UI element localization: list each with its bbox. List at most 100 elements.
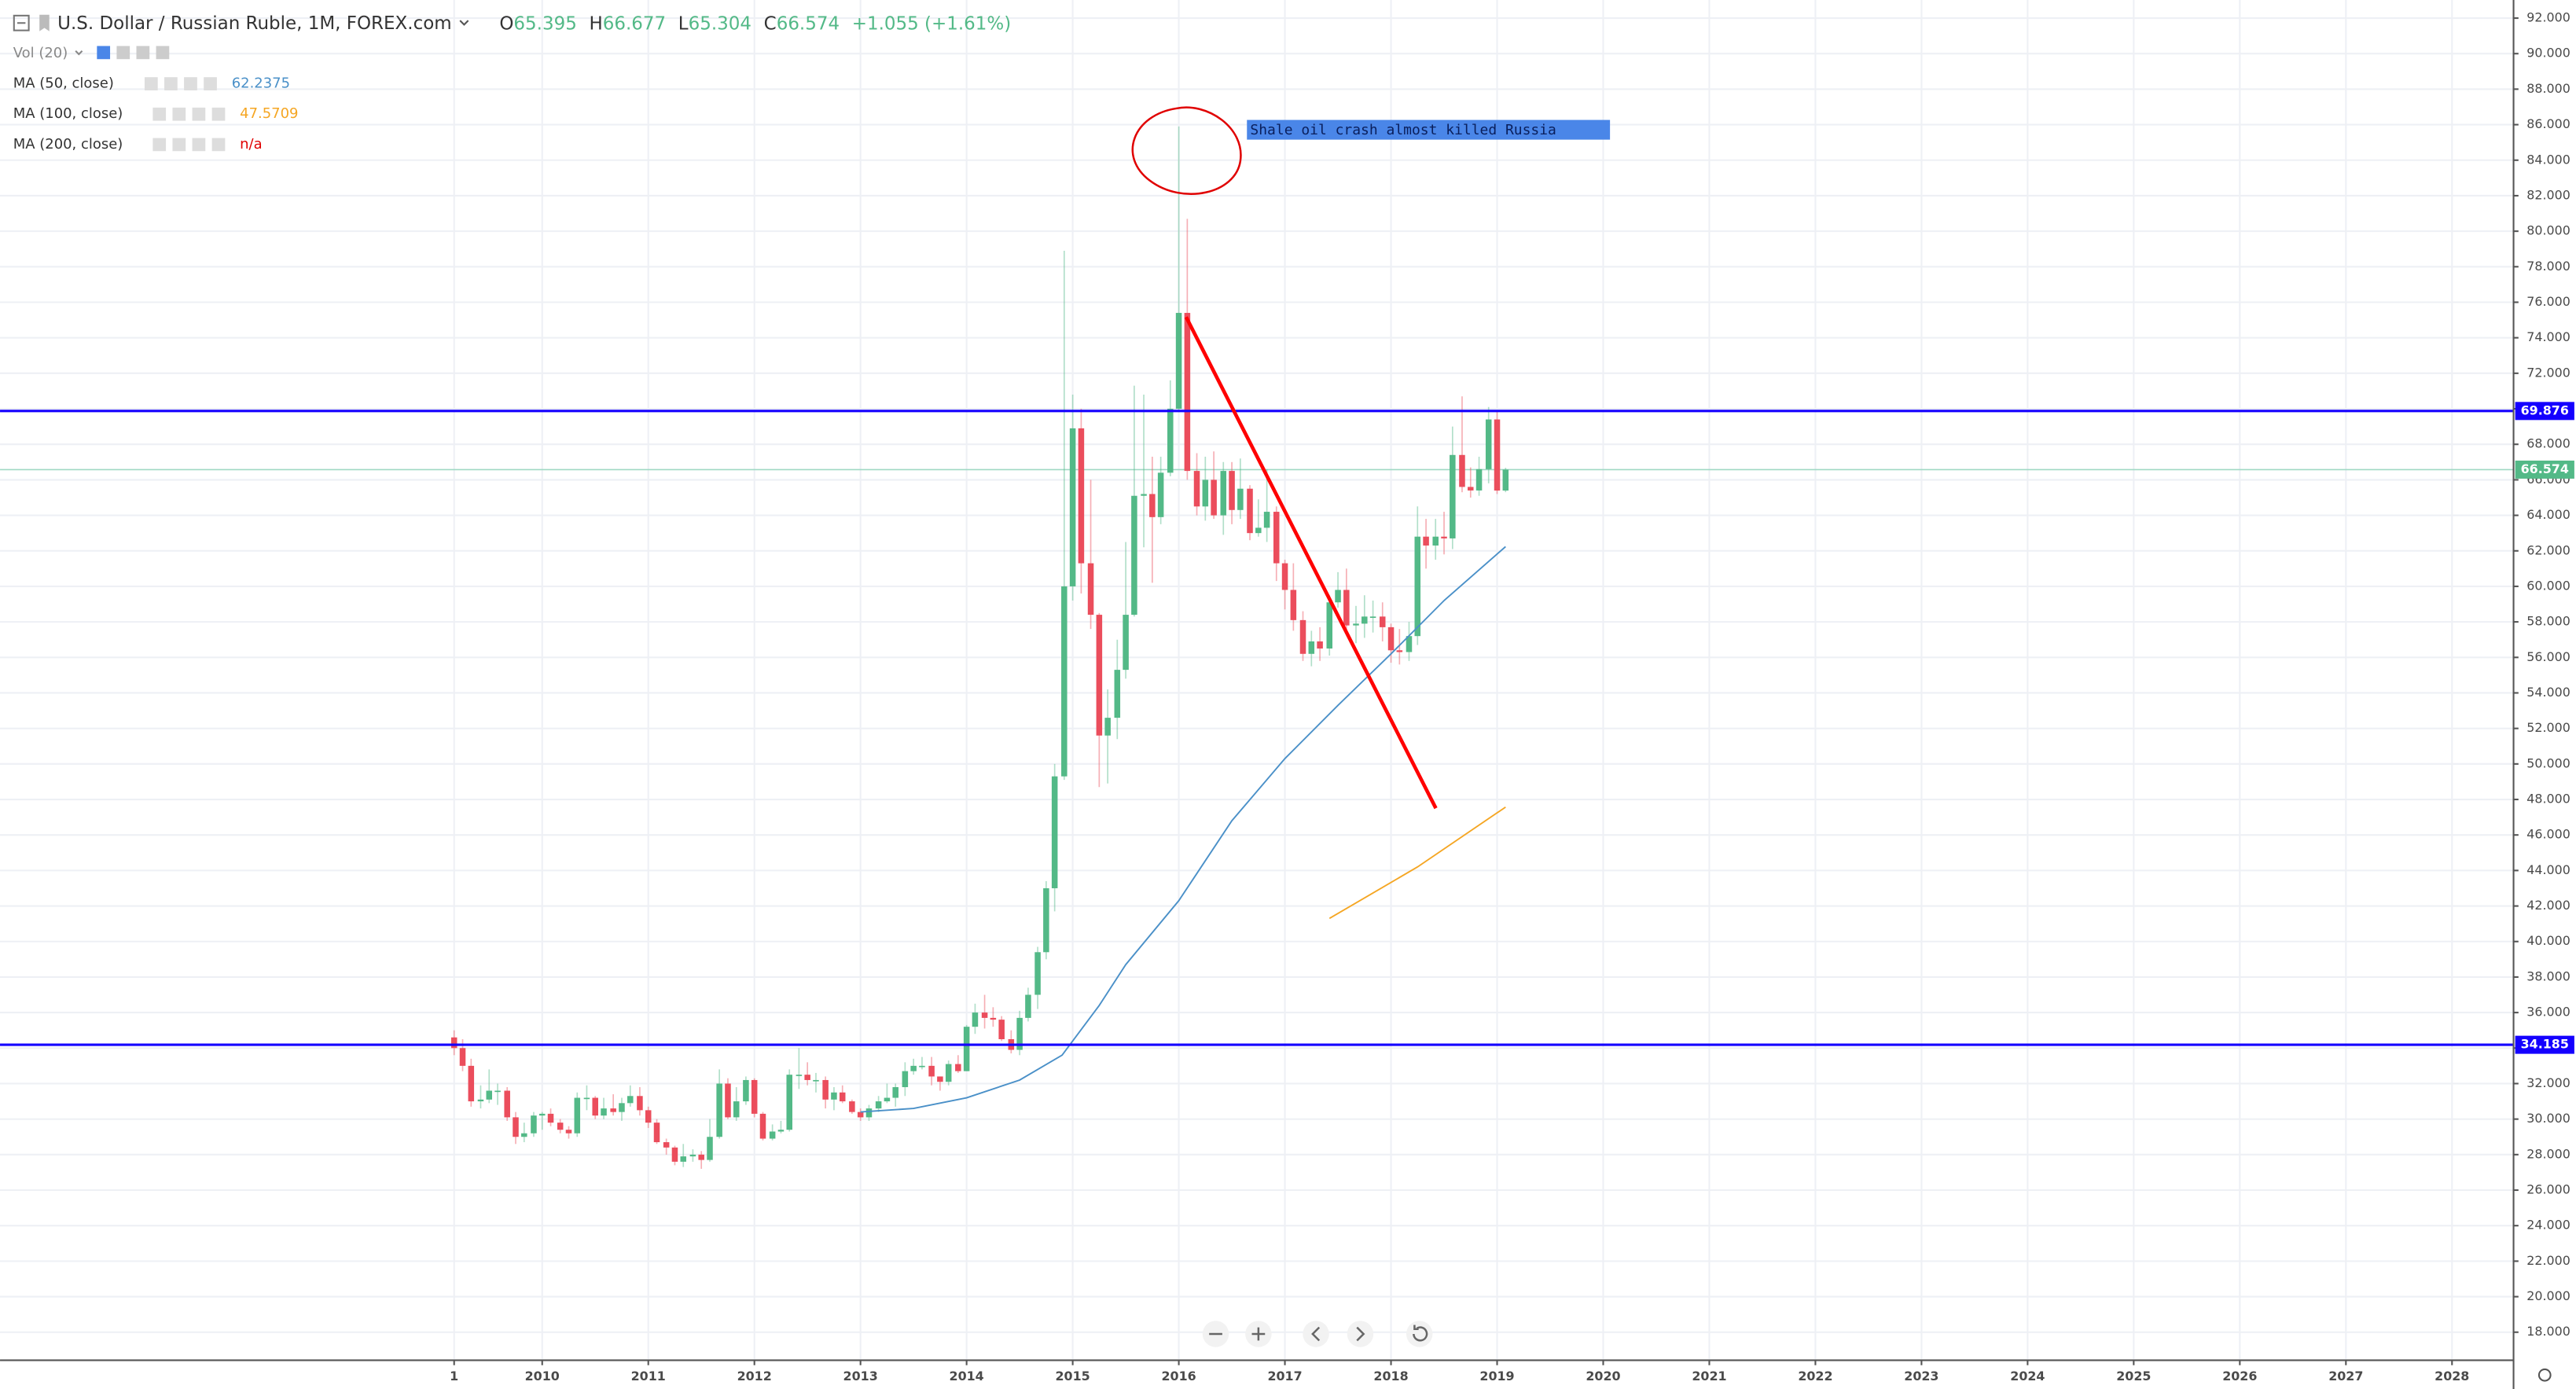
candle-body <box>1475 469 1483 491</box>
ohlc-label: C <box>764 13 777 34</box>
settings-button[interactable] <box>172 107 186 121</box>
candle-body <box>1281 563 1288 590</box>
x-tick-label: 2014 <box>950 1369 984 1383</box>
y-tick-label: 36.000 <box>2526 1005 2570 1020</box>
x-tick-label: 2025 <box>2116 1369 2151 1383</box>
candle-body <box>1157 472 1164 517</box>
scroll-right-button[interactable] <box>1347 1321 1374 1347</box>
indicator-name[interactable]: MA (50, close) <box>13 75 114 92</box>
candle-body <box>1043 887 1049 953</box>
settings-button[interactable] <box>2537 1368 2552 1382</box>
plot-area <box>0 126 2514 1169</box>
close-value: 66.574 <box>777 13 840 34</box>
candle-body <box>813 1079 819 1082</box>
reset-icon <box>1413 1325 1428 1342</box>
high-value: 66.677 <box>603 13 666 34</box>
candle-body <box>1317 641 1323 649</box>
y-tick-label: 92.000 <box>2526 10 2570 25</box>
candle-body <box>910 1065 917 1071</box>
candle-body <box>1193 471 1200 507</box>
y-tick-label: 74.000 <box>2526 329 2570 344</box>
price-badge-label: 69.876 <box>2521 402 2569 417</box>
settings-button[interactable] <box>164 77 178 90</box>
candle-body <box>751 1079 758 1114</box>
candle-body <box>494 1090 501 1093</box>
y-tick-label: 68.000 <box>2526 436 2570 451</box>
settings-button[interactable] <box>116 46 130 60</box>
candle-body <box>857 1112 864 1118</box>
x-tick-label: 2027 <box>2328 1369 2363 1383</box>
candle-body <box>698 1154 704 1160</box>
candle-body <box>769 1131 776 1139</box>
dropdown-icon[interactable] <box>459 20 469 26</box>
candle-body <box>1051 776 1058 888</box>
x-tick-label: 2019 <box>1479 1369 1514 1383</box>
price-badge <box>2515 1035 2574 1054</box>
candle-body <box>459 1048 466 1066</box>
more-button[interactable] <box>192 138 206 152</box>
candle-body <box>1211 480 1217 516</box>
candle-body <box>1353 623 1359 626</box>
candle-body <box>1335 590 1341 603</box>
indicator-name[interactable]: MA (200, close) <box>13 136 123 152</box>
candle-body <box>892 1086 898 1098</box>
visibility-button[interactable] <box>153 107 167 121</box>
candle-body <box>653 1123 660 1143</box>
candle-body <box>1387 627 1395 651</box>
x-tick-label: 1 <box>450 1369 458 1383</box>
ohlc-label: H <box>589 13 602 34</box>
candle-body <box>521 1133 527 1137</box>
y-tick-label: 40.000 <box>2526 933 2570 948</box>
ohlc-readout: O65.395 H66.677 L65.304 C66.574 +1.055 (… <box>499 13 1011 34</box>
y-tick-label: 32.000 <box>2526 1075 2570 1090</box>
y-tick-label: 76.000 <box>2526 294 2570 309</box>
candle-body <box>592 1097 598 1116</box>
candle-body <box>583 1097 590 1100</box>
candle-body <box>1123 615 1129 671</box>
more-button[interactable] <box>136 46 150 60</box>
price-badge <box>2515 460 2574 479</box>
visibility-button[interactable] <box>97 46 111 60</box>
indicator-name[interactable]: MA (100, close) <box>13 105 123 122</box>
candle-body <box>1096 615 1103 736</box>
zoom-toolbar <box>1202 1321 1433 1347</box>
scroll-left-button[interactable] <box>1303 1321 1329 1347</box>
y-tick-label: 22.000 <box>2526 1253 2570 1268</box>
candle-body <box>1423 536 1429 546</box>
candle-body <box>1432 536 1439 546</box>
remove-button[interactable] <box>204 77 217 90</box>
flag-icon[interactable] <box>39 14 50 31</box>
x-tick-label: 2015 <box>1056 1369 1090 1383</box>
reset-button[interactable] <box>1406 1321 1433 1347</box>
more-button[interactable] <box>192 107 206 121</box>
visibility-button[interactable] <box>144 77 158 90</box>
candle-body <box>1025 994 1031 1018</box>
trend-line-drawing[interactable] <box>1184 316 1438 810</box>
candle-body <box>998 1020 1005 1039</box>
candle-body <box>547 1113 554 1123</box>
collapse-button[interactable] <box>13 14 30 31</box>
remove-button[interactable] <box>211 107 226 121</box>
symbol-title[interactable]: U.S. Dollar / Russian Ruble, 1M, FOREX.c… <box>57 13 451 34</box>
y-tick-label: 60.000 <box>2526 578 2570 593</box>
candle-body <box>1414 536 1421 637</box>
candle-body <box>725 1083 731 1118</box>
candle-body <box>1263 512 1270 528</box>
ellipse-drawing[interactable] <box>1131 106 1242 195</box>
y-tick-label: 52.000 <box>2526 720 2570 735</box>
dropdown-icon[interactable] <box>75 50 83 56</box>
remove-button[interactable] <box>211 138 226 152</box>
y-tick-label: 26.000 <box>2526 1182 2570 1197</box>
more-button[interactable] <box>184 77 197 90</box>
candle-body <box>1468 487 1474 491</box>
visibility-button[interactable] <box>153 138 167 152</box>
candle-body <box>759 1113 766 1139</box>
candle-body <box>538 1113 546 1116</box>
remove-button[interactable] <box>156 46 170 60</box>
indicator-name[interactable]: Vol (20) <box>13 45 68 61</box>
candle-body <box>680 1156 687 1162</box>
settings-button[interactable] <box>172 138 186 152</box>
annotation-box[interactable] <box>1247 119 1611 140</box>
candle-body <box>1141 494 1147 496</box>
